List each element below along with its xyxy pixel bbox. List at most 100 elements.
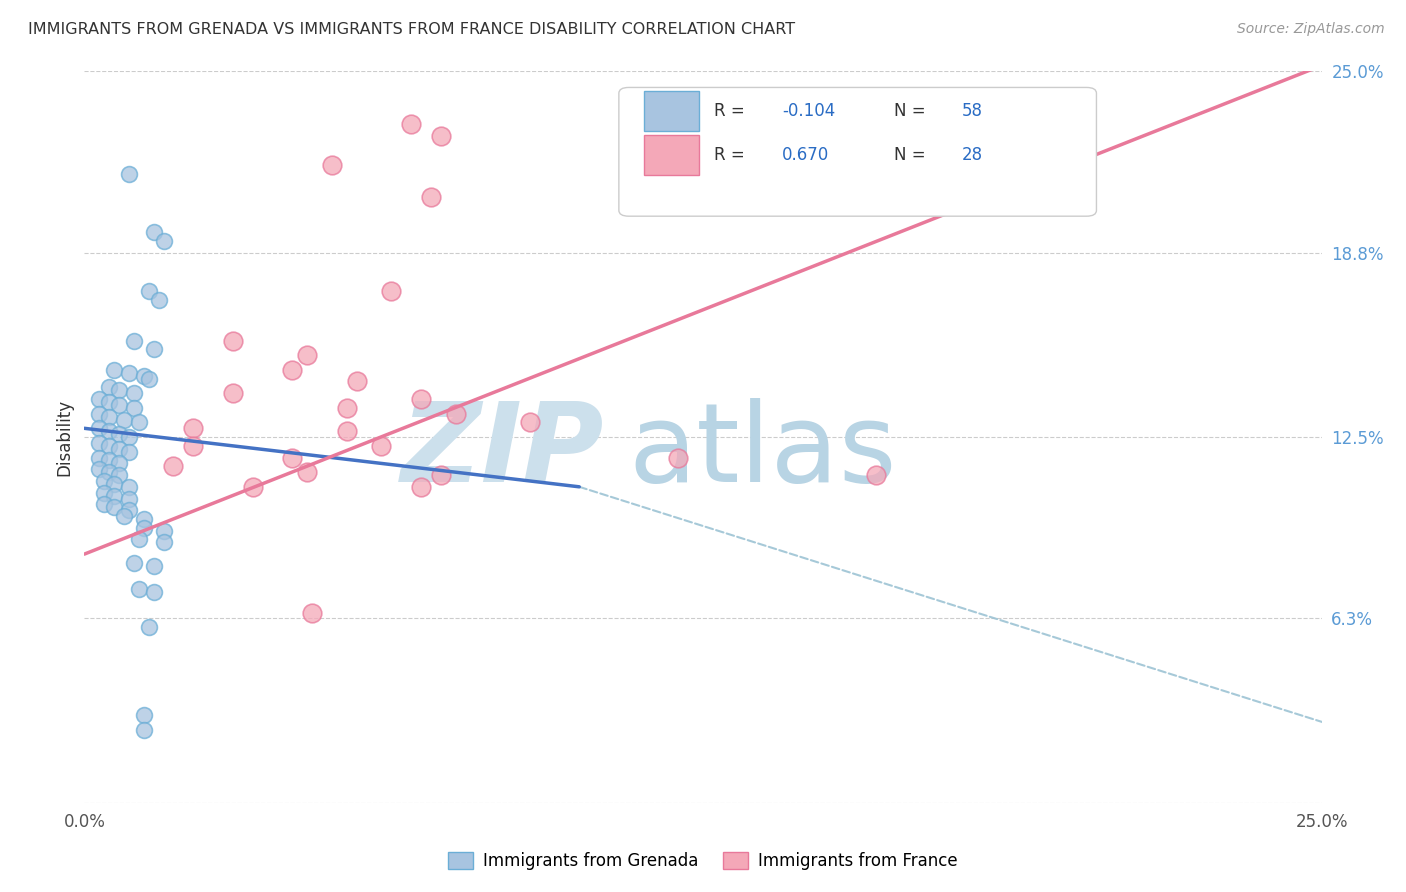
Point (152, 535, 174, 549)
Point (666, 450, 689, 465)
Point (181, 439, 204, 453)
Point (89, 392, 111, 406)
Point (142, 343, 165, 357)
Point (108, 468, 131, 483)
Text: R =: R = (714, 146, 745, 164)
Text: atlas: atlas (628, 398, 897, 505)
Point (98, 439, 121, 453)
Point (138, 620, 160, 634)
Bar (644, 135, 699, 175)
Point (128, 582, 150, 597)
Point (118, 430, 141, 444)
Point (138, 371, 160, 385)
Point (118, 444, 141, 458)
Point (98, 409, 121, 424)
Point (103, 489, 125, 503)
Point (98, 424, 121, 438)
Point (429, 468, 451, 483)
Point (142, 585, 165, 599)
Point (89, 436, 111, 450)
Point (409, 480, 432, 494)
Point (148, 293, 170, 307)
Point (93, 485, 115, 500)
Point (242, 480, 264, 494)
Point (321, 158, 343, 172)
Legend: Immigrants from Grenada, Immigrants from France: Immigrants from Grenada, Immigrants from… (440, 844, 966, 879)
Point (118, 503, 141, 517)
Text: 0.670: 0.670 (782, 146, 830, 164)
Point (142, 225, 165, 239)
Point (152, 234, 174, 248)
Point (128, 533, 150, 547)
Text: -0.104: -0.104 (782, 103, 835, 120)
Point (132, 512, 155, 526)
Point (89, 407, 111, 421)
Text: 28: 28 (962, 146, 983, 164)
Point (301, 606, 323, 620)
Point (380, 284, 402, 298)
Point (222, 334, 245, 348)
Point (336, 401, 359, 415)
Point (118, 491, 141, 506)
Point (281, 450, 304, 465)
Point (281, 363, 304, 377)
Point (108, 427, 131, 442)
Text: N =: N = (894, 103, 925, 120)
Point (346, 375, 368, 389)
Point (519, 416, 541, 430)
Point (122, 401, 145, 415)
Point (93, 474, 115, 488)
Point (370, 439, 392, 453)
Point (444, 407, 467, 421)
Point (132, 521, 155, 535)
Point (222, 386, 245, 401)
Point (112, 412, 135, 426)
Point (108, 384, 131, 398)
Point (89, 450, 111, 465)
Point (132, 708, 155, 723)
Point (103, 476, 125, 491)
Point (181, 421, 204, 435)
Point (98, 380, 121, 394)
Point (766, 187, 789, 202)
Text: R =: R = (714, 103, 745, 120)
Point (399, 117, 422, 131)
Text: ZIP: ZIP (401, 398, 605, 505)
Point (108, 442, 131, 456)
FancyBboxPatch shape (619, 87, 1097, 216)
Point (429, 128, 451, 143)
Point (128, 416, 150, 430)
Point (138, 284, 160, 298)
Point (142, 558, 165, 573)
Point (103, 363, 125, 377)
Point (89, 421, 111, 435)
Point (93, 497, 115, 511)
Point (295, 348, 318, 362)
Point (122, 334, 145, 348)
Bar (644, 91, 699, 131)
Point (865, 468, 887, 483)
Point (98, 453, 121, 467)
Text: IMMIGRANTS FROM GRENADA VS IMMIGRANTS FROM FRANCE DISABILITY CORRELATION CHART: IMMIGRANTS FROM GRENADA VS IMMIGRANTS FR… (28, 22, 796, 37)
Point (132, 368, 155, 383)
Point (118, 480, 141, 494)
Point (108, 398, 131, 412)
Point (162, 459, 184, 474)
Point (152, 524, 174, 538)
Point (89, 462, 111, 476)
Point (108, 457, 131, 471)
Point (409, 392, 432, 406)
Point (419, 190, 441, 204)
Point (118, 167, 141, 181)
Point (122, 386, 145, 401)
Point (112, 509, 135, 524)
Point (98, 465, 121, 479)
Point (118, 366, 141, 380)
Text: Source: ZipAtlas.com: Source: ZipAtlas.com (1237, 22, 1385, 37)
Point (98, 395, 121, 409)
Point (122, 556, 145, 570)
Point (295, 465, 318, 479)
Point (336, 424, 359, 438)
Point (103, 500, 125, 515)
Text: 58: 58 (962, 103, 983, 120)
